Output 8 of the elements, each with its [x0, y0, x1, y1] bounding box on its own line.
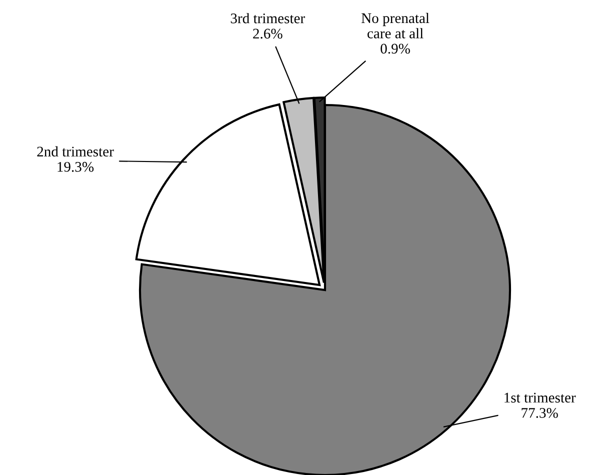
slice-label: 2nd trimester [37, 146, 114, 157]
slice-label: 1st trimester [504, 392, 576, 403]
data-label: 0.9% [380, 44, 410, 54]
data-label: 77.3% [522, 408, 558, 418]
slice-label: 3rd trimester [230, 13, 305, 24]
data-label: 19.3% [58, 162, 94, 172]
data-label: 2.6% [253, 28, 282, 39]
slice-label: No prenatal care at all [362, 12, 430, 38]
